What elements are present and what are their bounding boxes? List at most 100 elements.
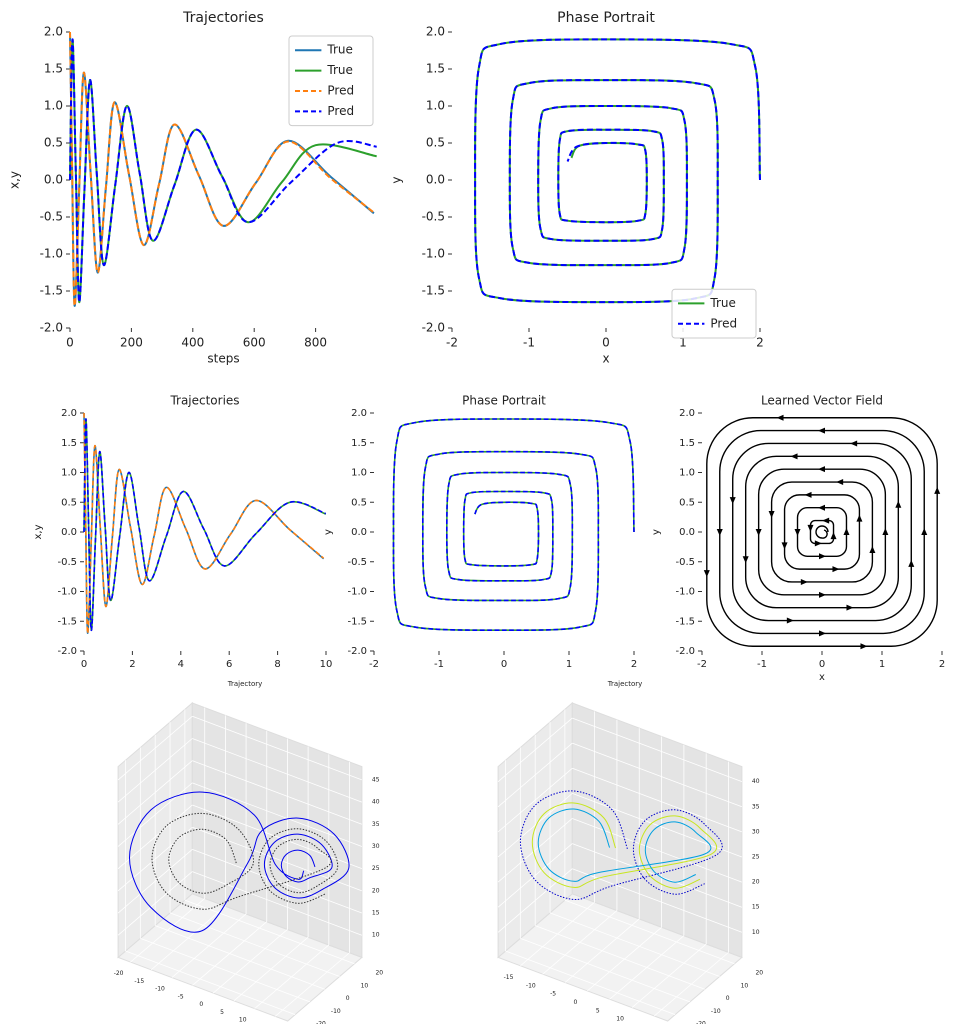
y-tick-label: 0.0 (679, 527, 695, 538)
x-axis-label: steps (207, 352, 239, 366)
x-tick-label: 0 (66, 336, 74, 350)
y-tick-label: -1.5 (57, 616, 77, 627)
y-tick-label: -1.5 (422, 284, 445, 298)
series-line (531, 802, 718, 889)
grid-line (169, 912, 340, 977)
stream-arrow (716, 529, 723, 536)
y-tick-label: -0.5 (422, 210, 445, 224)
streamline (744, 455, 900, 609)
legend-label: Pred (710, 316, 737, 330)
grid-line (140, 937, 311, 1003)
grid-line (505, 950, 676, 1016)
stream-arrow (822, 517, 830, 524)
z-tick-label: 25 (752, 853, 760, 860)
y-tick-label: 2.0 (679, 408, 695, 419)
legend-label: Pred (327, 84, 354, 98)
grid-line (192, 715, 363, 781)
stream-arrow (850, 440, 858, 447)
y-tick-label: 20 (755, 970, 763, 977)
y-tick-label: 1.0 (44, 99, 63, 113)
y-tick-label: 1.5 (44, 62, 63, 76)
y-axis-label: x,y (7, 171, 21, 189)
y-tick-label: 1.5 (351, 438, 367, 449)
z-tick-label: 15 (372, 910, 380, 917)
y-tick-label: 2.0 (44, 25, 63, 39)
z-tick-label: 35 (372, 821, 380, 828)
x-tick-label: -10 (155, 986, 165, 993)
grid-line (192, 782, 363, 847)
stream-arrow (869, 545, 876, 553)
y-tick-label: 0 (346, 995, 350, 1002)
series-line (392, 418, 635, 632)
stream-arrow (786, 617, 794, 624)
legend-label: Pred (327, 104, 354, 118)
y-tick-label: -2.0 (57, 646, 77, 657)
y-tick-label: -10 (711, 1008, 721, 1015)
grid-line (549, 912, 720, 977)
grid-line (564, 899, 735, 965)
y-tick-label: 1.0 (351, 468, 367, 479)
legend-label: True (326, 43, 353, 57)
y-tick-label: 2.0 (61, 408, 77, 419)
stream-arrow (804, 491, 812, 498)
y-tick-label: -1.0 (347, 587, 367, 598)
stream-arrow (776, 414, 784, 421)
y-tick-label: 10 (741, 982, 749, 989)
chart-title: Trajectories (169, 394, 239, 408)
x-tick-label: 1 (679, 336, 687, 350)
stream-arrow (818, 504, 825, 511)
series-line (392, 418, 635, 632)
stream-arrow (846, 604, 854, 611)
series-line (151, 812, 339, 910)
chart-title: Trajectory (227, 680, 263, 688)
pane-back (571, 702, 743, 959)
y-tick-label: -2.0 (675, 646, 695, 657)
grid-line (117, 826, 193, 892)
stream-arrow (819, 630, 826, 637)
series-line (83, 418, 327, 632)
x-tick-label: 5 (220, 1009, 224, 1016)
y-tick-label: -1.0 (40, 247, 63, 261)
y-tick-label: 2.0 (351, 408, 367, 419)
y-tick-label: 0.5 (44, 136, 63, 150)
x-axis-label: x (602, 352, 609, 366)
y-tick-label: 2.0 (426, 25, 445, 39)
legend-label: True (709, 296, 736, 310)
y-tick-label: -0.5 (57, 557, 77, 568)
y-tick-label: 10 (361, 982, 369, 989)
y-tick-label: -2.0 (40, 321, 63, 335)
z-tick-label: 20 (372, 887, 380, 894)
y-tick-label: -1.5 (40, 284, 63, 298)
z-tick-label: 45 (372, 776, 380, 783)
grid-line (117, 782, 193, 847)
stream-arrow (908, 559, 915, 567)
y-tick-label: -0.5 (675, 557, 695, 568)
x-tick-label: 10 (239, 1017, 247, 1024)
chart: Phase Portrait -2.0 -1.5 -1.0 -0.5 0.0 0.5 1.0 1… (323, 394, 637, 671)
grid-line (497, 742, 573, 808)
y-tick-label: -0.5 (40, 210, 63, 224)
grid-line (184, 899, 355, 965)
stream-arrow (794, 529, 801, 536)
grid-line (572, 843, 743, 908)
x-tick-label: 600 (243, 336, 266, 350)
stream-center (815, 525, 829, 539)
grid-line (125, 950, 296, 1016)
grid-line (192, 804, 363, 870)
stream-arrow (768, 511, 775, 519)
z-tick-label: 35 (752, 803, 760, 810)
y-tick-label: -10 (331, 1008, 341, 1015)
x-tick-label: 4 (178, 659, 184, 670)
grid-line (572, 717, 743, 783)
chart-title: Trajectory (607, 680, 643, 688)
pane-back (191, 702, 363, 959)
x-tick-label: -2 (446, 336, 458, 350)
grid-line (192, 760, 363, 825)
series-line (83, 412, 325, 634)
grid-line (535, 925, 705, 990)
grid-line (572, 868, 743, 933)
x-tick-label: 5 (596, 1007, 600, 1014)
legend-label: True (326, 63, 353, 77)
stream-arrow (843, 528, 850, 535)
y-tick-label: -1.5 (675, 616, 695, 627)
